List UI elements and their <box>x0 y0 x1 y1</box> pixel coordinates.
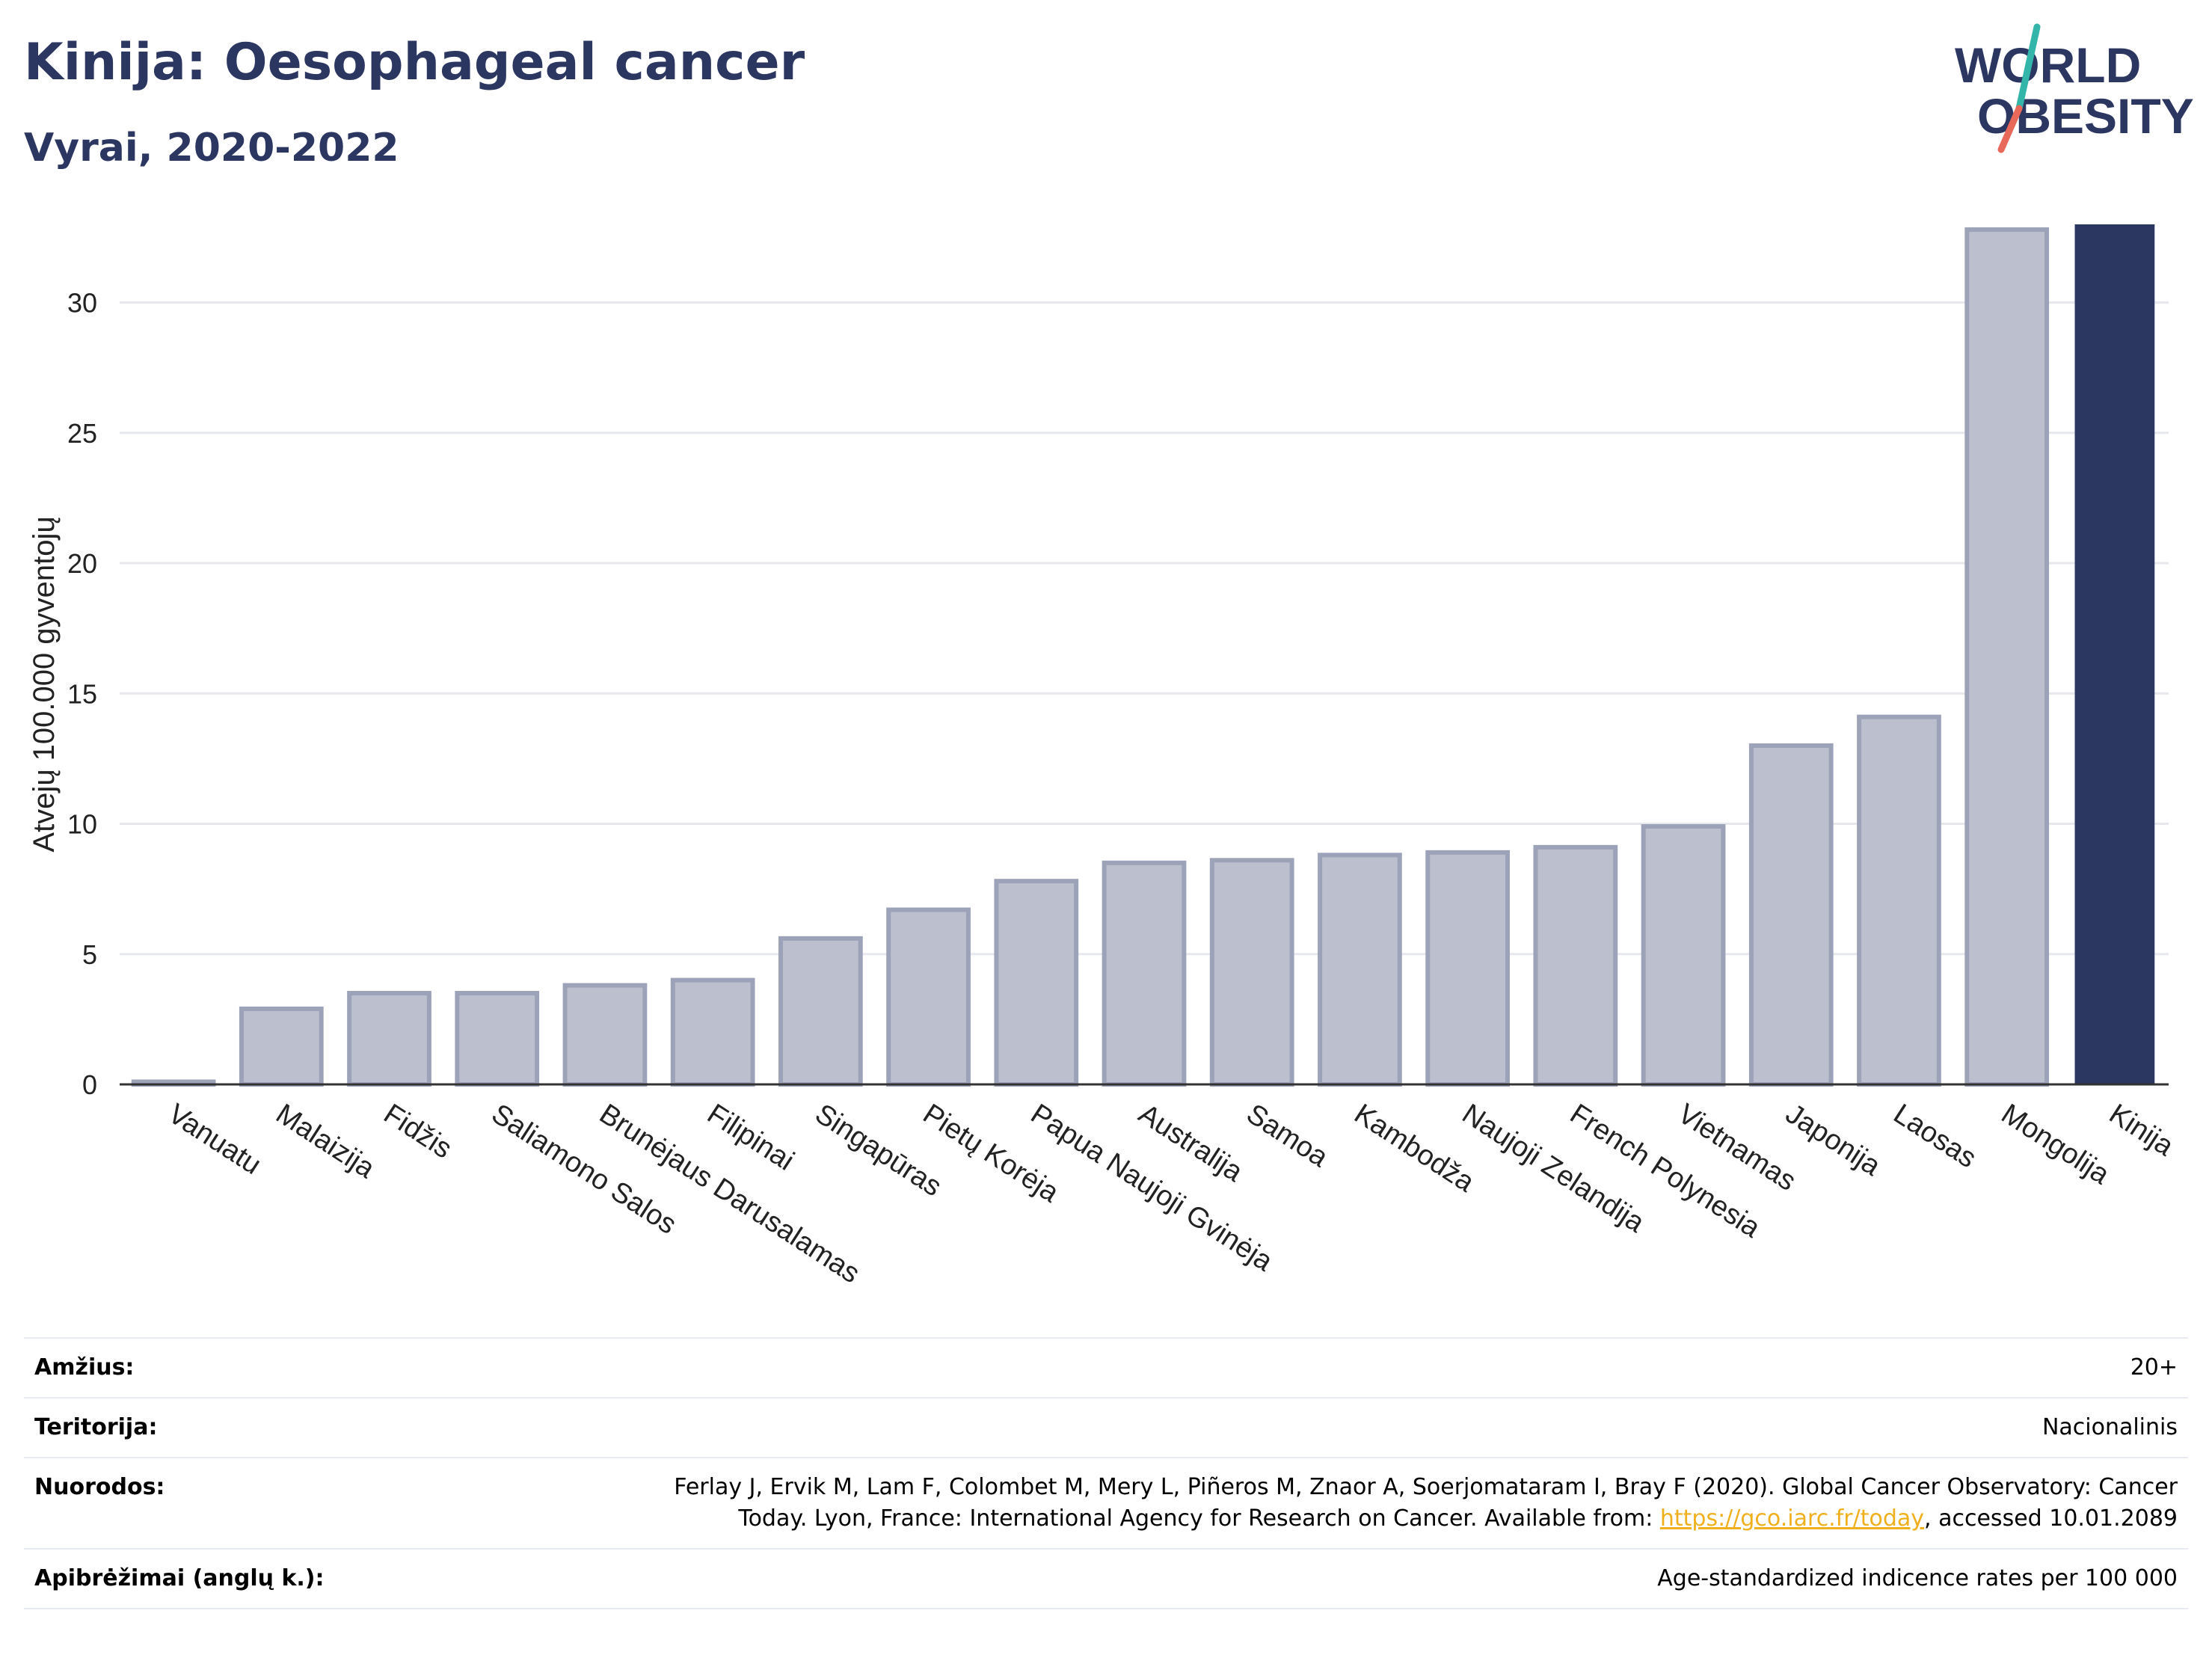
references-text-1: Ferlay J, Ervik M, Lam F, Colombet M, Me… <box>674 1474 2178 1500</box>
y-axis-title: Atvejų 100.000 gyventojų <box>28 516 61 852</box>
references-label: Nuorodos: <box>24 1457 494 1550</box>
bar-samoa[interactable] <box>1209 858 1294 1087</box>
bar-naujoji-zelandija[interactable] <box>1425 850 1510 1087</box>
bar-fidžis[interactable] <box>347 991 431 1087</box>
logo-slash-top <box>2015 23 2041 112</box>
bar-papua-naujoji-gvinėja[interactable] <box>994 879 1079 1087</box>
age-value: 20+ <box>494 1337 2188 1398</box>
x-tick-label: Samoa <box>1241 1098 1334 1173</box>
references-text-2: Today. Lyon, France: International Agenc… <box>738 1505 1660 1532</box>
x-tick-label: Filipinai <box>701 1098 799 1176</box>
definitions-value: Age-standardized indicence rates per 100… <box>494 1548 2188 1609</box>
bar-filipinai[interactable] <box>670 977 755 1087</box>
bar-malaizija[interactable] <box>239 1006 324 1087</box>
x-tick-label: French Polynesia <box>1564 1098 1766 1244</box>
bar-kambodža[interactable] <box>1318 853 1402 1087</box>
bar-singapūras[interactable] <box>778 936 863 1087</box>
logo-text-world: WORLD <box>1955 37 2141 93</box>
world-obesity-logo: WORLD OBESITY <box>1955 23 2194 153</box>
logo-slash-bottom <box>1997 105 2023 153</box>
bar-brunėjaus-darusalamas[interactable] <box>562 983 648 1087</box>
bar-mongolija[interactable] <box>1964 227 2050 1087</box>
metadata-row-definitions: Apibrėžimai (anglų k.): Age-standardized… <box>24 1548 2188 1609</box>
y-tick-label: 30 <box>67 288 97 319</box>
metadata-row-references: Nuorodos: Ferlay J, Ervik M, Lam F, Colo… <box>24 1457 2188 1550</box>
bar-vietnamas[interactable] <box>1641 824 1726 1087</box>
bar-japonija[interactable] <box>1748 743 1834 1087</box>
territory-value: Nacionalinis <box>494 1397 2188 1458</box>
definitions-label: Apibrėžimai (anglų k.): <box>24 1548 494 1609</box>
references-value: Ferlay J, Ervik M, Lam F, Colombet M, Me… <box>494 1457 2188 1550</box>
x-tick-label: Mongolija <box>1996 1098 2116 1191</box>
metadata-row-territory: Teritorija: Nacionalinis <box>24 1397 2188 1458</box>
age-label: Amžius: <box>24 1337 494 1398</box>
bar-pietų-korėja[interactable] <box>886 907 971 1087</box>
bars-layer <box>131 224 2155 1087</box>
axis-layer: 0 5 10 15 20 25 30 <box>67 288 2169 1100</box>
bar-laosas[interactable] <box>1857 714 1941 1087</box>
bar-australija[interactable] <box>1102 860 1187 1087</box>
x-tick-label: Saliamono Salos <box>486 1098 682 1241</box>
references-link[interactable]: https://gco.iarc.fr/today <box>1659 1505 1925 1532</box>
chart-title: Kinija: Oesophageal cancer <box>24 33 805 92</box>
x-tick-label: Laosas <box>1888 1098 1982 1174</box>
metadata-row-age: Amžius: 20+ <box>24 1337 2188 1398</box>
y-tick-label: 5 <box>82 939 97 970</box>
x-tick-label: Vanuatu <box>162 1098 266 1181</box>
y-tick-label: 10 <box>67 809 97 840</box>
x-tick-label: Malaizija <box>270 1098 381 1185</box>
bar-kinija[interactable] <box>2074 224 2155 1084</box>
bar-french-polynesia[interactable] <box>1533 844 1618 1087</box>
x-tick-label: Kambodža <box>1349 1098 1481 1199</box>
chart-subtitle: Vyrai, 2020-2022 <box>24 126 399 171</box>
references-text-3: , accessed 10.01.2089 <box>1924 1505 2178 1532</box>
x-tick-label: Fidžis <box>378 1098 458 1164</box>
chart-metadata-table: Amžius: 20+ Teritorija: Nacionalinis Nuo… <box>24 1337 2188 1609</box>
x-tick-label: Naujoji Zelandija <box>1457 1098 1650 1239</box>
y-tick-label: 20 <box>67 548 97 579</box>
bar-saliamono-salos[interactable] <box>455 991 540 1087</box>
y-tick-label: 25 <box>67 418 97 449</box>
territory-label: Teritorija: <box>24 1397 494 1458</box>
y-tick-label: 0 <box>82 1069 97 1100</box>
x-tick-label: Kinija <box>2104 1098 2180 1162</box>
y-tick-label: 15 <box>67 678 97 709</box>
